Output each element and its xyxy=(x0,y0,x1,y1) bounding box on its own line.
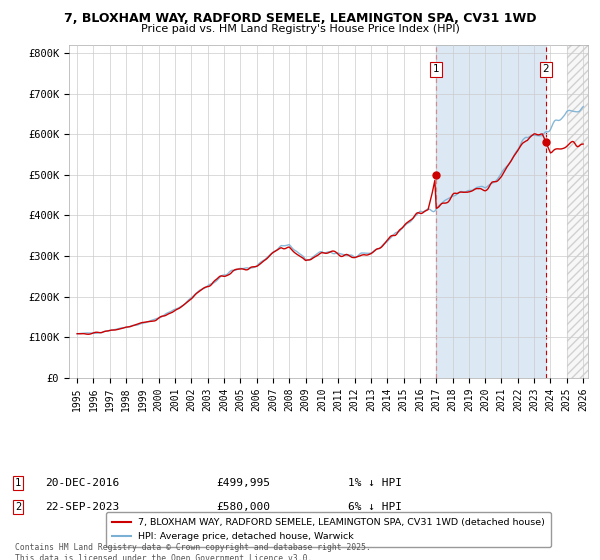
Text: 2: 2 xyxy=(542,64,549,74)
Bar xyxy=(436,45,546,378)
Bar xyxy=(567,45,600,378)
Text: 7, BLOXHAM WAY, RADFORD SEMELE, LEAMINGTON SPA, CV31 1WD: 7, BLOXHAM WAY, RADFORD SEMELE, LEAMINGT… xyxy=(64,12,536,25)
Text: Contains HM Land Registry data © Crown copyright and database right 2025.
This d: Contains HM Land Registry data © Crown c… xyxy=(15,543,371,560)
Text: Price paid vs. HM Land Registry's House Price Index (HPI): Price paid vs. HM Land Registry's House … xyxy=(140,24,460,34)
Text: 22-SEP-2023: 22-SEP-2023 xyxy=(45,502,119,512)
Text: 20-DEC-2016: 20-DEC-2016 xyxy=(45,478,119,488)
Text: 1: 1 xyxy=(433,64,439,74)
Text: 6% ↓ HPI: 6% ↓ HPI xyxy=(348,502,402,512)
Bar xyxy=(567,45,600,378)
Text: 1: 1 xyxy=(15,478,21,488)
Text: 1% ↓ HPI: 1% ↓ HPI xyxy=(348,478,402,488)
Text: £499,995: £499,995 xyxy=(216,478,270,488)
Text: £580,000: £580,000 xyxy=(216,502,270,512)
Legend: 7, BLOXHAM WAY, RADFORD SEMELE, LEAMINGTON SPA, CV31 1WD (detached house), HPI: : 7, BLOXHAM WAY, RADFORD SEMELE, LEAMINGT… xyxy=(106,512,551,547)
Bar xyxy=(567,45,600,378)
Text: 2: 2 xyxy=(15,502,21,512)
